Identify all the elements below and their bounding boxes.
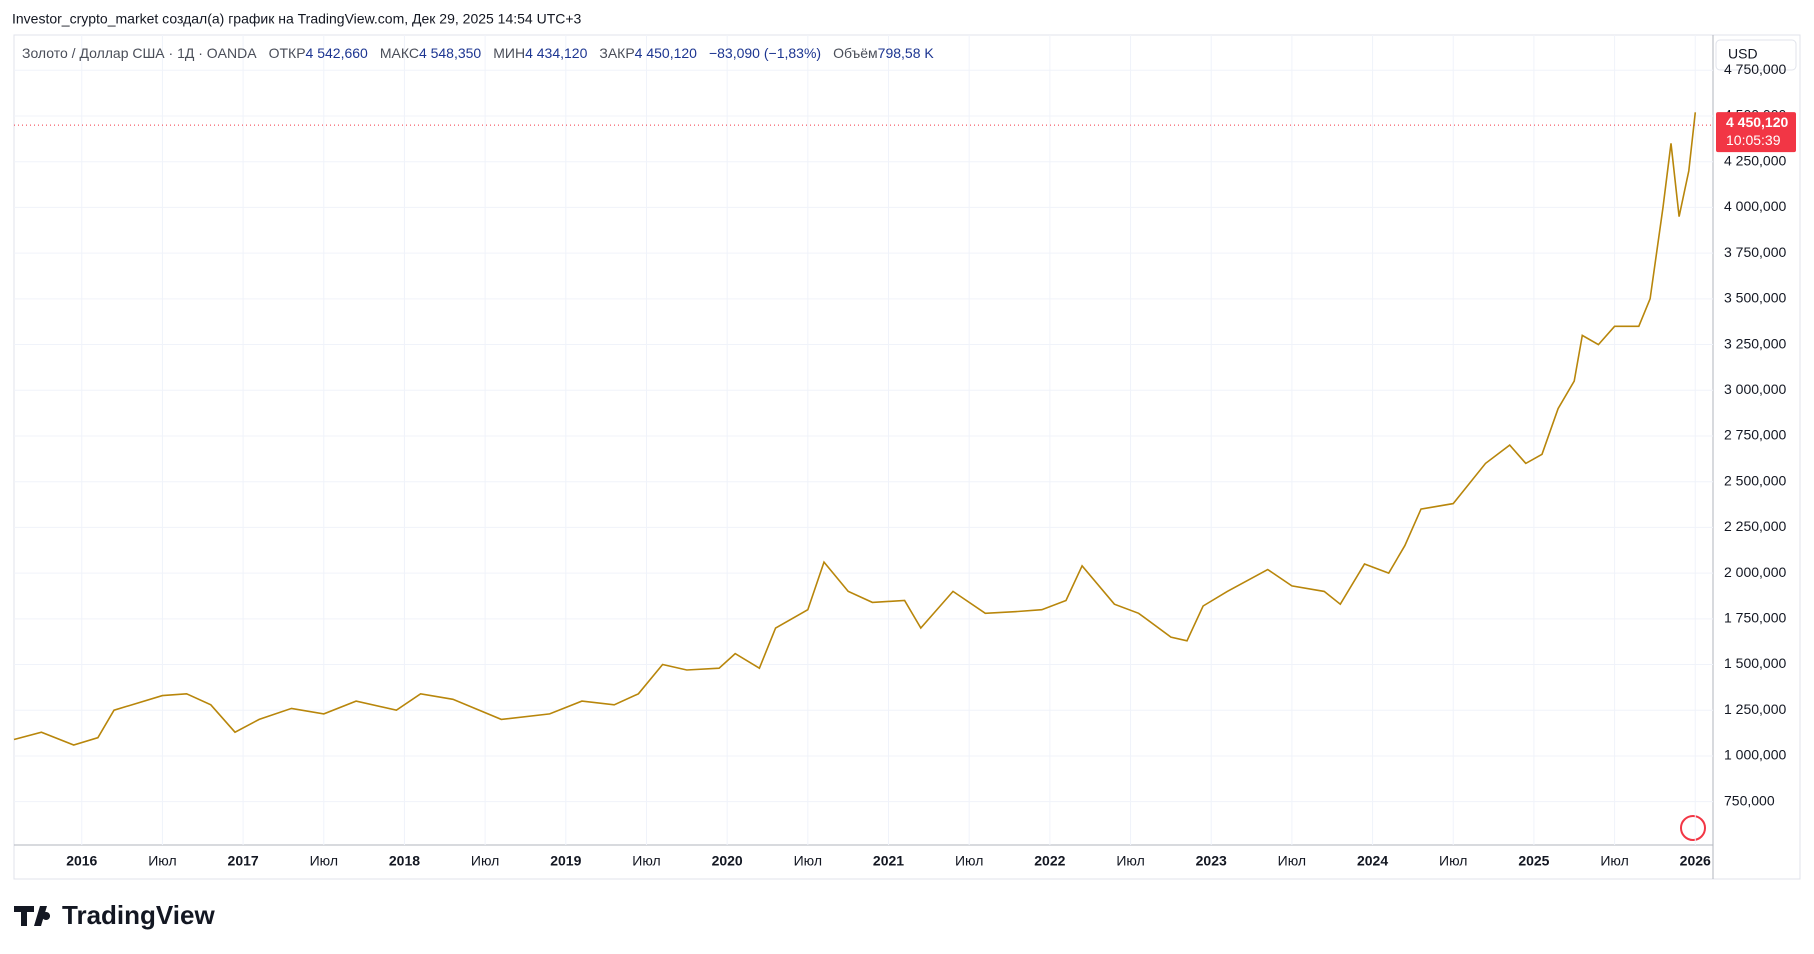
x-tick-label: Июл <box>1278 853 1306 869</box>
x-tick-label: 2017 <box>228 853 259 869</box>
currency[interactable]: USD <box>1728 46 1758 62</box>
x-tick-label: Июл <box>1600 853 1628 869</box>
x-tick-label: Июл <box>632 853 660 869</box>
x-tick-label: 2018 <box>389 853 420 869</box>
x-tick-label: Июл <box>148 853 176 869</box>
y-tick-label: 3 500,000 <box>1724 290 1786 306</box>
y-tick-label: 1 500,000 <box>1724 655 1786 671</box>
x-tick-label: 2020 <box>712 853 743 869</box>
last-price-box <box>1716 112 1796 153</box>
logo-icon <box>14 906 51 926</box>
legend-value: 4 542,660 <box>306 45 368 61</box>
x-tick-label: Июл <box>471 853 499 869</box>
y-tick-label: 2 250,000 <box>1724 518 1786 534</box>
x-tick-label: 2025 <box>1518 853 1549 869</box>
legend-label: ОТКР <box>269 45 306 61</box>
y-tick-label: 4 250,000 <box>1724 152 1786 168</box>
y-tick-label: 1 250,000 <box>1724 701 1786 717</box>
y-tick-label: 2 750,000 <box>1724 427 1786 443</box>
y-tick-label: 3 750,000 <box>1724 244 1786 260</box>
countdown: 10:05:39 <box>1726 132 1781 148</box>
y-tick-label: 1 750,000 <box>1724 610 1786 626</box>
chart-frame <box>13 34 1801 880</box>
currency-button[interactable] <box>1715 39 1797 71</box>
x-tick-label: 2023 <box>1196 853 1227 869</box>
x-tick-label: Июл <box>1439 853 1467 869</box>
brand: TradingView <box>62 900 215 930</box>
y-tick-label: 4 750,000 <box>1724 61 1786 77</box>
header: Investor_crypto_market создал(а) график … <box>12 11 582 27</box>
x-tick-label: Июл <box>794 853 822 869</box>
y-tick-label: 1 000,000 <box>1724 747 1786 763</box>
legend-label: МАКС <box>380 45 419 61</box>
y-tick-label: 2 500,000 <box>1724 472 1786 488</box>
legend-symbol: Золото / Доллар США · 1Д · OANDA <box>22 45 257 61</box>
x-tick-label: 2022 <box>1034 853 1065 869</box>
x-tick-label: 2024 <box>1357 853 1388 869</box>
legend-value: 4 548,350 <box>419 45 481 61</box>
events-icon[interactable] <box>1680 815 1706 841</box>
x-tick-label: Июл <box>1116 853 1144 869</box>
x-tick-label: 2026 <box>1680 853 1711 869</box>
price-line <box>13 112 1697 746</box>
legend-label: МИН <box>493 45 525 61</box>
legend-value: −83,090 (−1,83%) <box>709 45 821 61</box>
y-tick-label: 4 000,000 <box>1724 198 1786 214</box>
x-tick-label: 2019 <box>550 853 581 869</box>
x-tick-label: Июл <box>310 853 338 869</box>
legend-label: ЗАКР <box>599 45 634 61</box>
legend-value: 4 434,120 <box>525 45 587 61</box>
legend: Золото / Доллар США · 1Д · OANDA ОТКР4 54… <box>22 45 934 61</box>
y-tick-label: 3 250,000 <box>1724 335 1786 351</box>
last-price-label: 4 450,120 <box>1726 114 1788 130</box>
y-tick-label: 3 000,000 <box>1724 381 1786 397</box>
legend-value: 4 450,120 <box>635 45 697 61</box>
legend-value: 798,58 K <box>878 45 935 61</box>
y-tick-label: 2 000,000 <box>1724 564 1786 580</box>
x-tick-label: 2016 <box>66 853 97 869</box>
x-tick-label: 2021 <box>873 853 904 869</box>
x-tick-label: Июл <box>955 853 983 869</box>
y-tick-label: 750,000 <box>1724 792 1775 808</box>
legend-label: Объём <box>833 45 878 61</box>
